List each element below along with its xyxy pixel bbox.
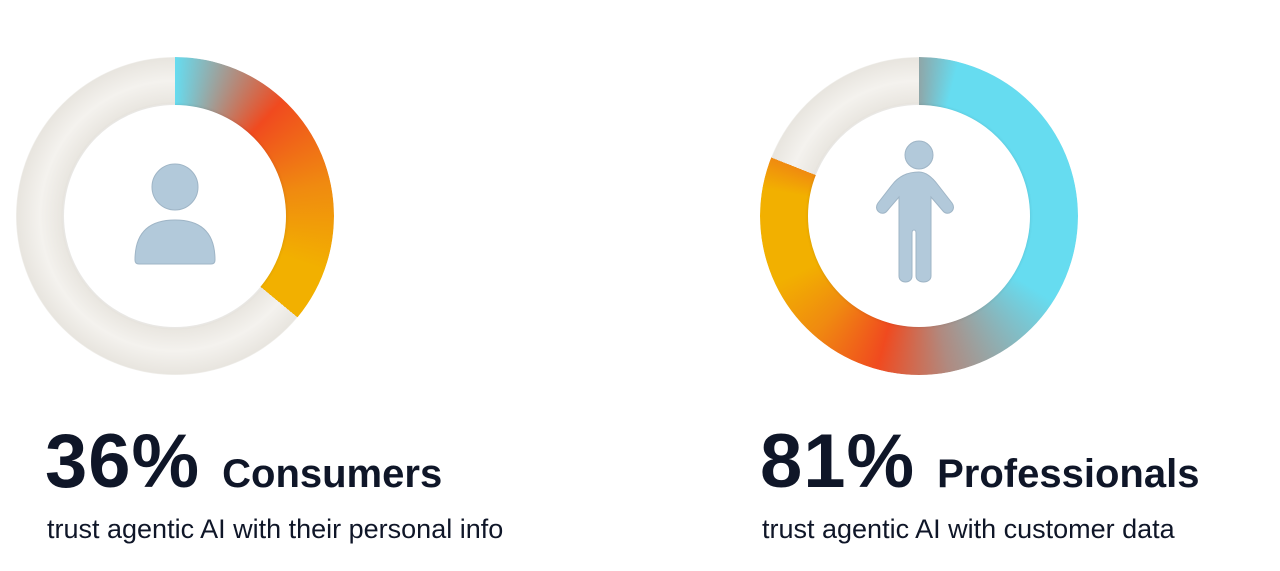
consumers-subtitle: trust agentic AI with their personal inf… <box>47 514 504 544</box>
donut-hole <box>64 105 286 327</box>
professionals-subtitle: trust agentic AI with customer data <box>762 514 1175 544</box>
person-standing-icon <box>876 140 954 283</box>
consumers-stat: 36% Consumers <box>45 418 442 505</box>
professionals-donut <box>760 57 1078 375</box>
professionals-stat: 81% Professionals <box>760 418 1199 505</box>
professionals-label: Professionals <box>937 452 1200 496</box>
professionals-percent: 81% <box>760 419 916 504</box>
consumers-label: Consumers <box>222 452 443 496</box>
consumers-donut <box>16 57 334 375</box>
person-bust-icon <box>134 163 216 265</box>
consumers-percent: 36% <box>45 419 201 504</box>
